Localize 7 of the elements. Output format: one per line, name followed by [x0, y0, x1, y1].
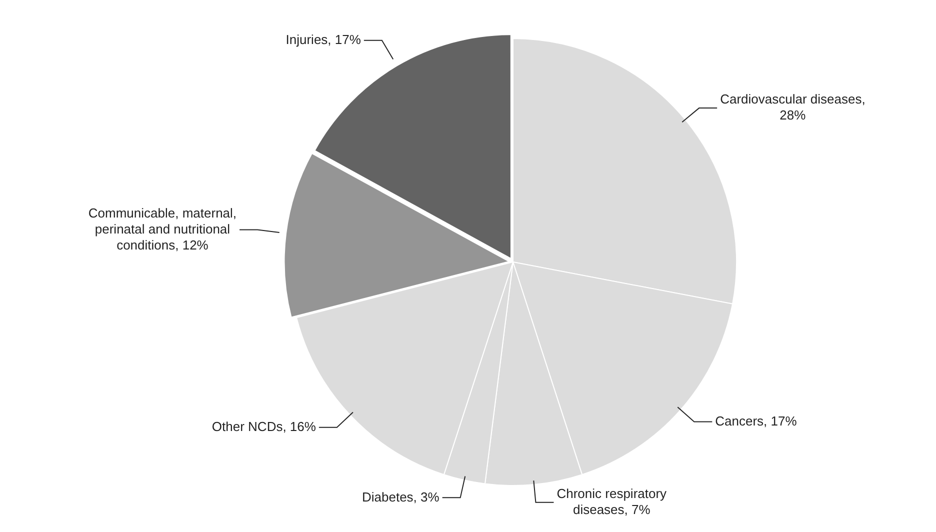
- slice-label: Injuries, 17%: [286, 32, 362, 47]
- slice-label: Other NCDs, 16%: [212, 418, 316, 434]
- slice-label: Cancers, 17%: [715, 413, 798, 428]
- slice-label: Diabetes, 3%: [362, 489, 440, 504]
- slice-label: Chronic respiratory diseases, 7%: [556, 486, 668, 518]
- slice-label: Communicable, maternal, perinatal and nutritional conditions, 12%: [88, 205, 237, 252]
- slice-label: Cardiovascular diseases, 28%: [720, 92, 866, 123]
